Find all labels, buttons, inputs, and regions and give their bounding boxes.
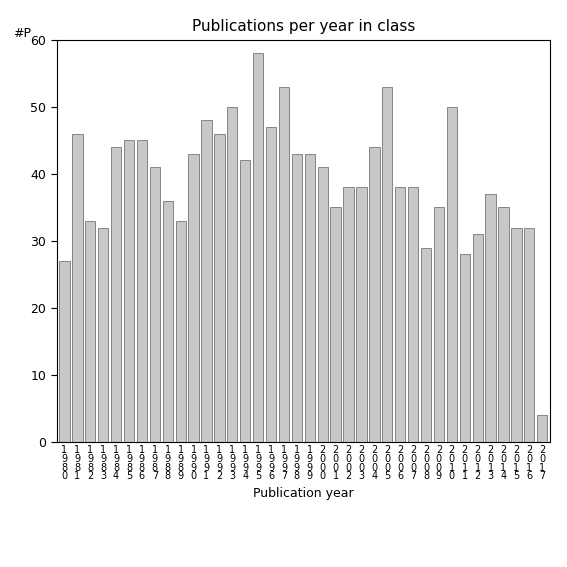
- Bar: [304, 154, 315, 442]
- Bar: [266, 127, 276, 442]
- Bar: [124, 141, 134, 442]
- Bar: [111, 147, 121, 442]
- Bar: [369, 147, 379, 442]
- Bar: [279, 87, 289, 442]
- Bar: [214, 134, 225, 442]
- Bar: [150, 167, 160, 442]
- Bar: [227, 107, 238, 442]
- Bar: [331, 208, 341, 442]
- Bar: [356, 187, 367, 442]
- Bar: [163, 201, 173, 442]
- Bar: [447, 107, 457, 442]
- Bar: [382, 87, 392, 442]
- Y-axis label: #P: #P: [13, 27, 31, 40]
- Bar: [395, 187, 405, 442]
- Bar: [60, 261, 70, 442]
- Bar: [188, 154, 199, 442]
- Bar: [344, 187, 354, 442]
- Bar: [176, 221, 186, 442]
- Bar: [498, 208, 509, 442]
- Bar: [253, 53, 263, 442]
- Bar: [85, 221, 95, 442]
- Bar: [511, 227, 522, 442]
- X-axis label: Publication year: Publication year: [253, 487, 354, 500]
- Bar: [201, 120, 211, 442]
- Bar: [434, 208, 444, 442]
- Bar: [292, 154, 302, 442]
- Bar: [137, 141, 147, 442]
- Bar: [421, 248, 431, 442]
- Bar: [72, 134, 83, 442]
- Bar: [460, 255, 470, 442]
- Bar: [524, 227, 535, 442]
- Bar: [485, 194, 496, 442]
- Bar: [408, 187, 418, 442]
- Bar: [240, 160, 251, 442]
- Bar: [537, 416, 547, 442]
- Bar: [98, 227, 108, 442]
- Bar: [318, 167, 328, 442]
- Title: Publications per year in class: Publications per year in class: [192, 19, 415, 35]
- Bar: [472, 234, 483, 442]
